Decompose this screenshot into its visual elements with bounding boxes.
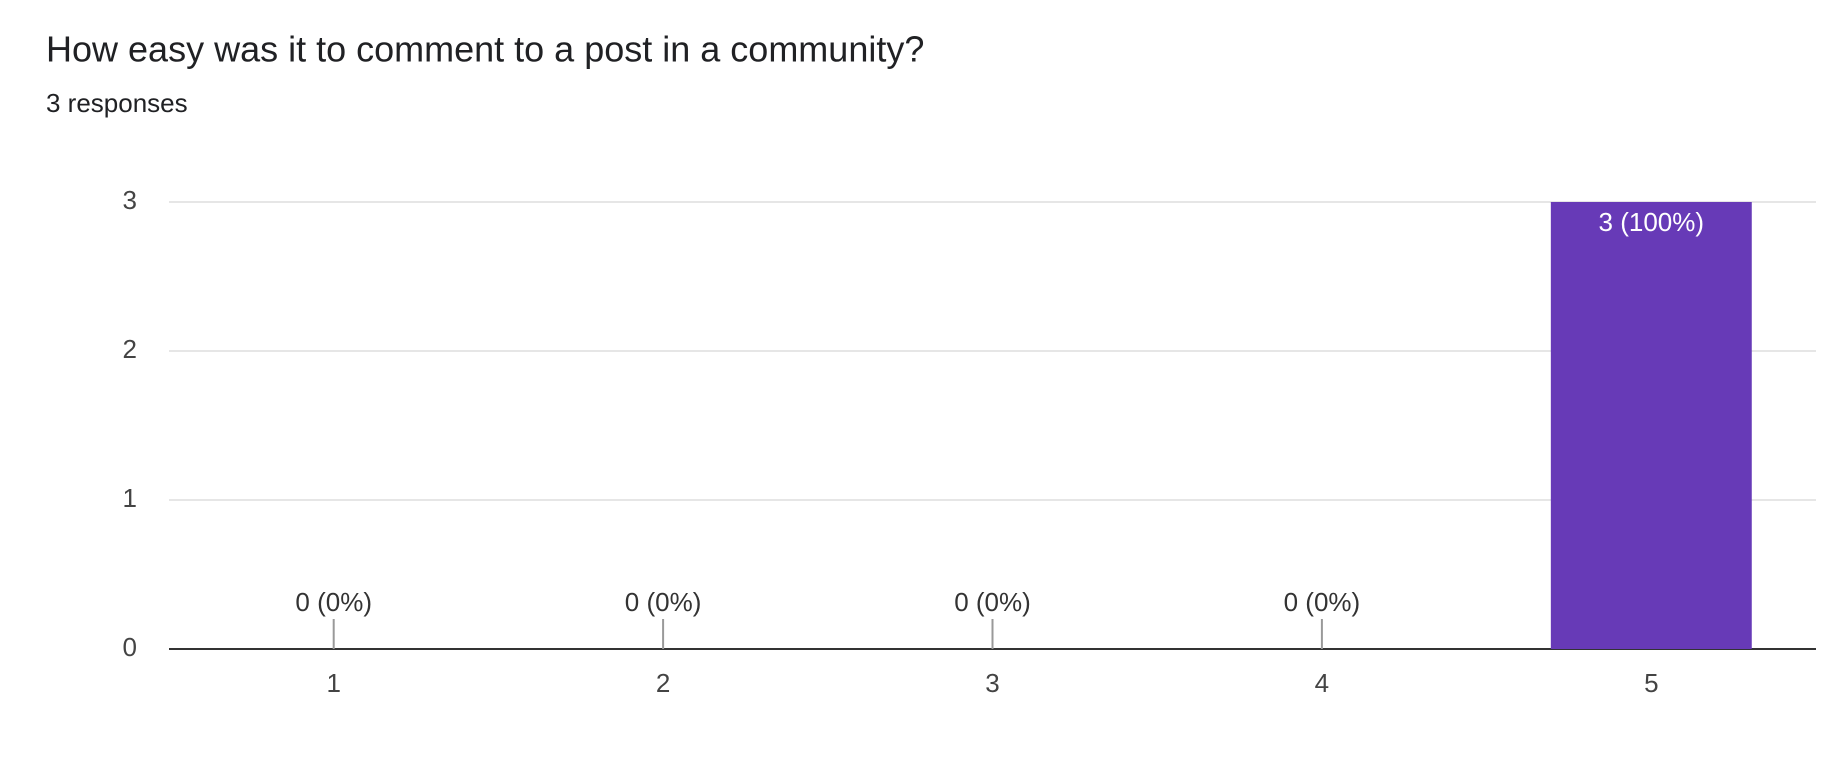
value-label: 0 (0%) — [1284, 587, 1361, 617]
x-tick-label: 4 — [1315, 668, 1329, 698]
value-label: 3 (100%) — [1599, 207, 1705, 237]
value-label: 0 (0%) — [295, 587, 372, 617]
chart-title: How easy was it to comment to a post in … — [46, 29, 924, 70]
y-tick-label: 0 — [123, 632, 137, 662]
x-tick-label: 1 — [326, 668, 340, 698]
x-tick-label: 2 — [656, 668, 670, 698]
bar — [1550, 202, 1752, 649]
chart-subtitle: 3 responses — [46, 88, 188, 118]
y-tick-label: 2 — [123, 334, 137, 364]
value-label: 0 (0%) — [625, 587, 702, 617]
x-tick-label: 5 — [1644, 668, 1658, 698]
y-tick-label: 1 — [123, 483, 137, 513]
x-tick-label: 3 — [985, 668, 999, 698]
y-tick-label: 3 — [123, 185, 137, 215]
value-label: 0 (0%) — [954, 587, 1031, 617]
